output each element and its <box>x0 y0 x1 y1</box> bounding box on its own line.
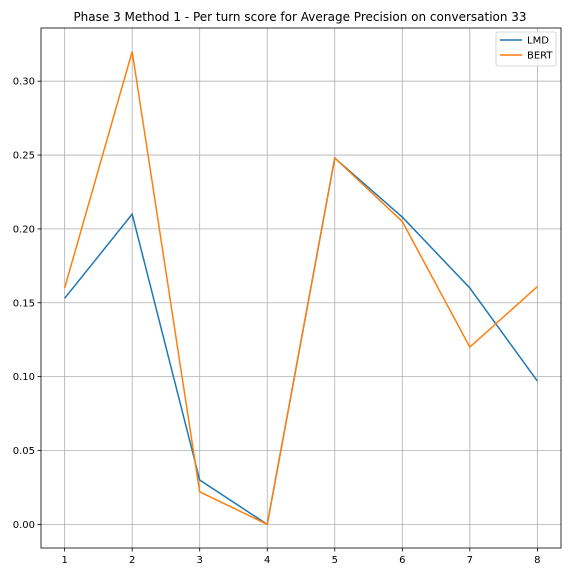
grid <box>41 28 561 548</box>
axis-ticks: 1 2 3 4 5 6 7 8 0.00 0.05 0.10 0.15 0.20 0.25 0.30 <box>13 77 541 566</box>
x-tick-label: 4 <box>264 555 270 566</box>
x-tick-label: 7 <box>467 555 473 566</box>
x-tick-label: 6 <box>399 555 405 566</box>
y-tick-label: 0.00 <box>13 520 35 531</box>
series-lines <box>63 51 538 526</box>
legend-label-lmd: LMD <box>527 36 549 47</box>
y-tick-label: 0.20 <box>13 224 35 235</box>
x-tick-label: 2 <box>129 555 135 566</box>
legend: LMD BERT <box>495 31 557 67</box>
y-tick-label: 0.15 <box>13 298 35 309</box>
x-tick-label: 5 <box>332 555 338 566</box>
x-tick-label: 1 <box>61 555 67 566</box>
y-tick-label: 0.10 <box>13 372 35 383</box>
plot-frame <box>40 27 562 549</box>
chart-title: Phase 3 Method 1 - Per turn score for Av… <box>73 10 526 24</box>
series-line-bert <box>63 51 538 526</box>
x-tick-label: 3 <box>197 555 203 566</box>
legend-label-bert: BERT <box>527 51 553 62</box>
x-tick-label: 8 <box>534 555 540 566</box>
y-tick-label: 0.25 <box>13 151 35 162</box>
y-tick-label: 0.30 <box>13 77 35 88</box>
y-tick-label: 0.05 <box>13 446 35 457</box>
